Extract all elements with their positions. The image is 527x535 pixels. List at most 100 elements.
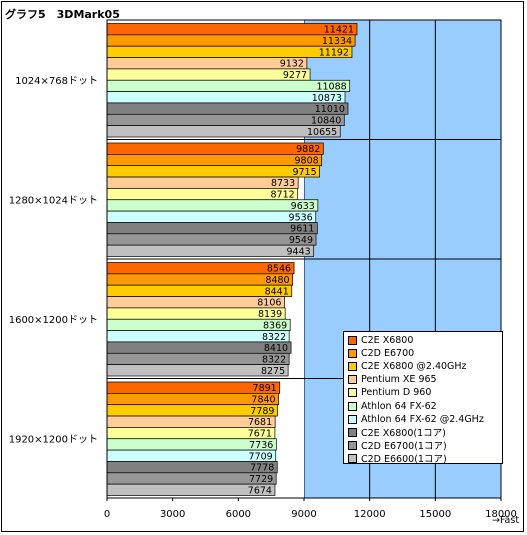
legend-item: C2D E6600(1コア) [348, 452, 502, 465]
value-label: 9633 [291, 201, 315, 212]
legend-swatch [348, 349, 357, 359]
value-label: 7778 [250, 463, 274, 474]
value-label: 9536 [289, 212, 313, 223]
value-label: 11088 [316, 81, 346, 92]
legend-swatch [348, 401, 357, 411]
x-tick-label: 6000 [226, 509, 251, 520]
legend-item: Athlon 64 FX-62 [348, 399, 502, 412]
value-label: 10655 [307, 127, 337, 138]
legend-swatch [348, 388, 357, 398]
bar [106, 142, 324, 155]
legend-item: Pentium D 960 [348, 386, 502, 399]
value-label: 7709 [249, 451, 273, 462]
bar [106, 68, 311, 81]
value-label: 8441 [265, 286, 289, 297]
legend-label: C2E X6800 @2.40GHz [361, 361, 467, 373]
category-label: 1024×768ドット [15, 76, 98, 87]
value-labels: 1142111334111929132927711088108731101010… [248, 25, 354, 497]
legend-item: C2E X6800 [348, 334, 502, 347]
value-label: 9611 [290, 224, 314, 235]
bar [106, 165, 321, 178]
legend-swatch [348, 440, 357, 450]
value-label: 8546 [267, 264, 291, 275]
category-labels: 1024×768ドット 1280×1024ドット 1600×1200ドット 1920×… [9, 76, 98, 446]
legend-label: C2D E6700(1コア) [361, 441, 447, 453]
legend-item: C2D E6700 [348, 347, 502, 360]
legend-swatch [348, 414, 357, 424]
bar [106, 188, 299, 201]
legend-swatch [348, 336, 357, 346]
bar [106, 45, 353, 58]
category-label: 1280×1024ドット [9, 195, 98, 206]
legend-item: Athlon 64 FX-62 @2.4GHz [348, 413, 502, 426]
value-label: 8322 [262, 332, 286, 343]
value-label: 8139 [258, 309, 282, 320]
bar [106, 176, 299, 189]
value-label: 7840 [251, 395, 275, 406]
bar [106, 113, 345, 127]
legend: C2E X6800 C2D E6700 C2E X6800 @2.40GHz Pent… [343, 331, 503, 465]
x-tick-label: 15000 [419, 509, 451, 520]
bar [106, 199, 319, 212]
legend-label: C2E X6800(1コア) [361, 428, 446, 440]
value-label: 7729 [249, 474, 273, 485]
value-label: 9443 [287, 246, 311, 257]
legend-label: C2E X6800 [361, 335, 414, 347]
value-label: 8410 [264, 343, 288, 354]
x-tick-label: 12000 [354, 509, 386, 520]
legend-swatch [348, 375, 357, 385]
value-label: 11421 [324, 25, 354, 36]
bar [106, 222, 318, 235]
plot-border [106, 19, 502, 499]
value-label: 7674 [248, 485, 272, 496]
legend-label: Athlon 64 FX-62 @2.4GHz [361, 413, 484, 425]
bar [106, 34, 356, 47]
value-label: 8712 [271, 190, 295, 201]
value-label: 8480 [265, 275, 289, 286]
bar [106, 79, 351, 92]
bar [106, 125, 341, 138]
value-label: 8322 [262, 354, 286, 365]
value-label: 9549 [289, 235, 313, 246]
value-label: 9132 [280, 59, 304, 70]
x-tick-label: 18000 [485, 509, 517, 520]
category-label: 1600×1200ドット [9, 315, 98, 326]
value-label: 7789 [250, 406, 274, 417]
value-label: 11192 [319, 47, 349, 58]
chart-title: グラフ5 3DMark05 [5, 8, 120, 21]
legend-swatch [348, 362, 357, 372]
value-label: 8106 [257, 298, 281, 309]
legend-swatch [348, 427, 357, 437]
legend-item: C2E X6800 @2.40GHz [348, 360, 502, 373]
value-label: 10840 [311, 115, 341, 126]
value-label: 7891 [253, 383, 277, 394]
value-label: 8369 [263, 320, 287, 331]
legend-item: Pentium XE 965 [348, 373, 502, 386]
bar [106, 233, 317, 246]
x-axis-label: →Fast [492, 515, 520, 526]
bar [106, 210, 317, 223]
legend-swatch [348, 453, 357, 463]
bar [106, 244, 315, 257]
value-label: 9715 [292, 167, 316, 178]
value-label: 11010 [315, 104, 345, 115]
category-label: 1920×1200ドット [9, 434, 98, 445]
value-label: 9882 [296, 144, 320, 155]
value-label: 7681 [248, 417, 272, 428]
value-label: 11334 [322, 36, 352, 47]
bars [106, 23, 358, 496]
bar [106, 102, 349, 115]
bar [106, 23, 358, 36]
value-label: 9808 [294, 156, 318, 167]
legend-item: C2D E6700(1コア) [348, 439, 502, 452]
x-axis-ticks: 0 3000 6000 9000 12000 15000 18000 [104, 498, 517, 520]
value-label: 9277 [283, 70, 307, 81]
bar [106, 57, 308, 70]
legend-label: Pentium D 960 [361, 387, 432, 399]
x-tick-label: 9000 [291, 509, 316, 520]
value-label: 7736 [249, 440, 273, 451]
value-label: 8733 [271, 178, 295, 189]
value-label: 7671 [248, 429, 272, 440]
bar [106, 91, 346, 104]
legend-label: C2D E6600(1コア) [361, 454, 447, 466]
